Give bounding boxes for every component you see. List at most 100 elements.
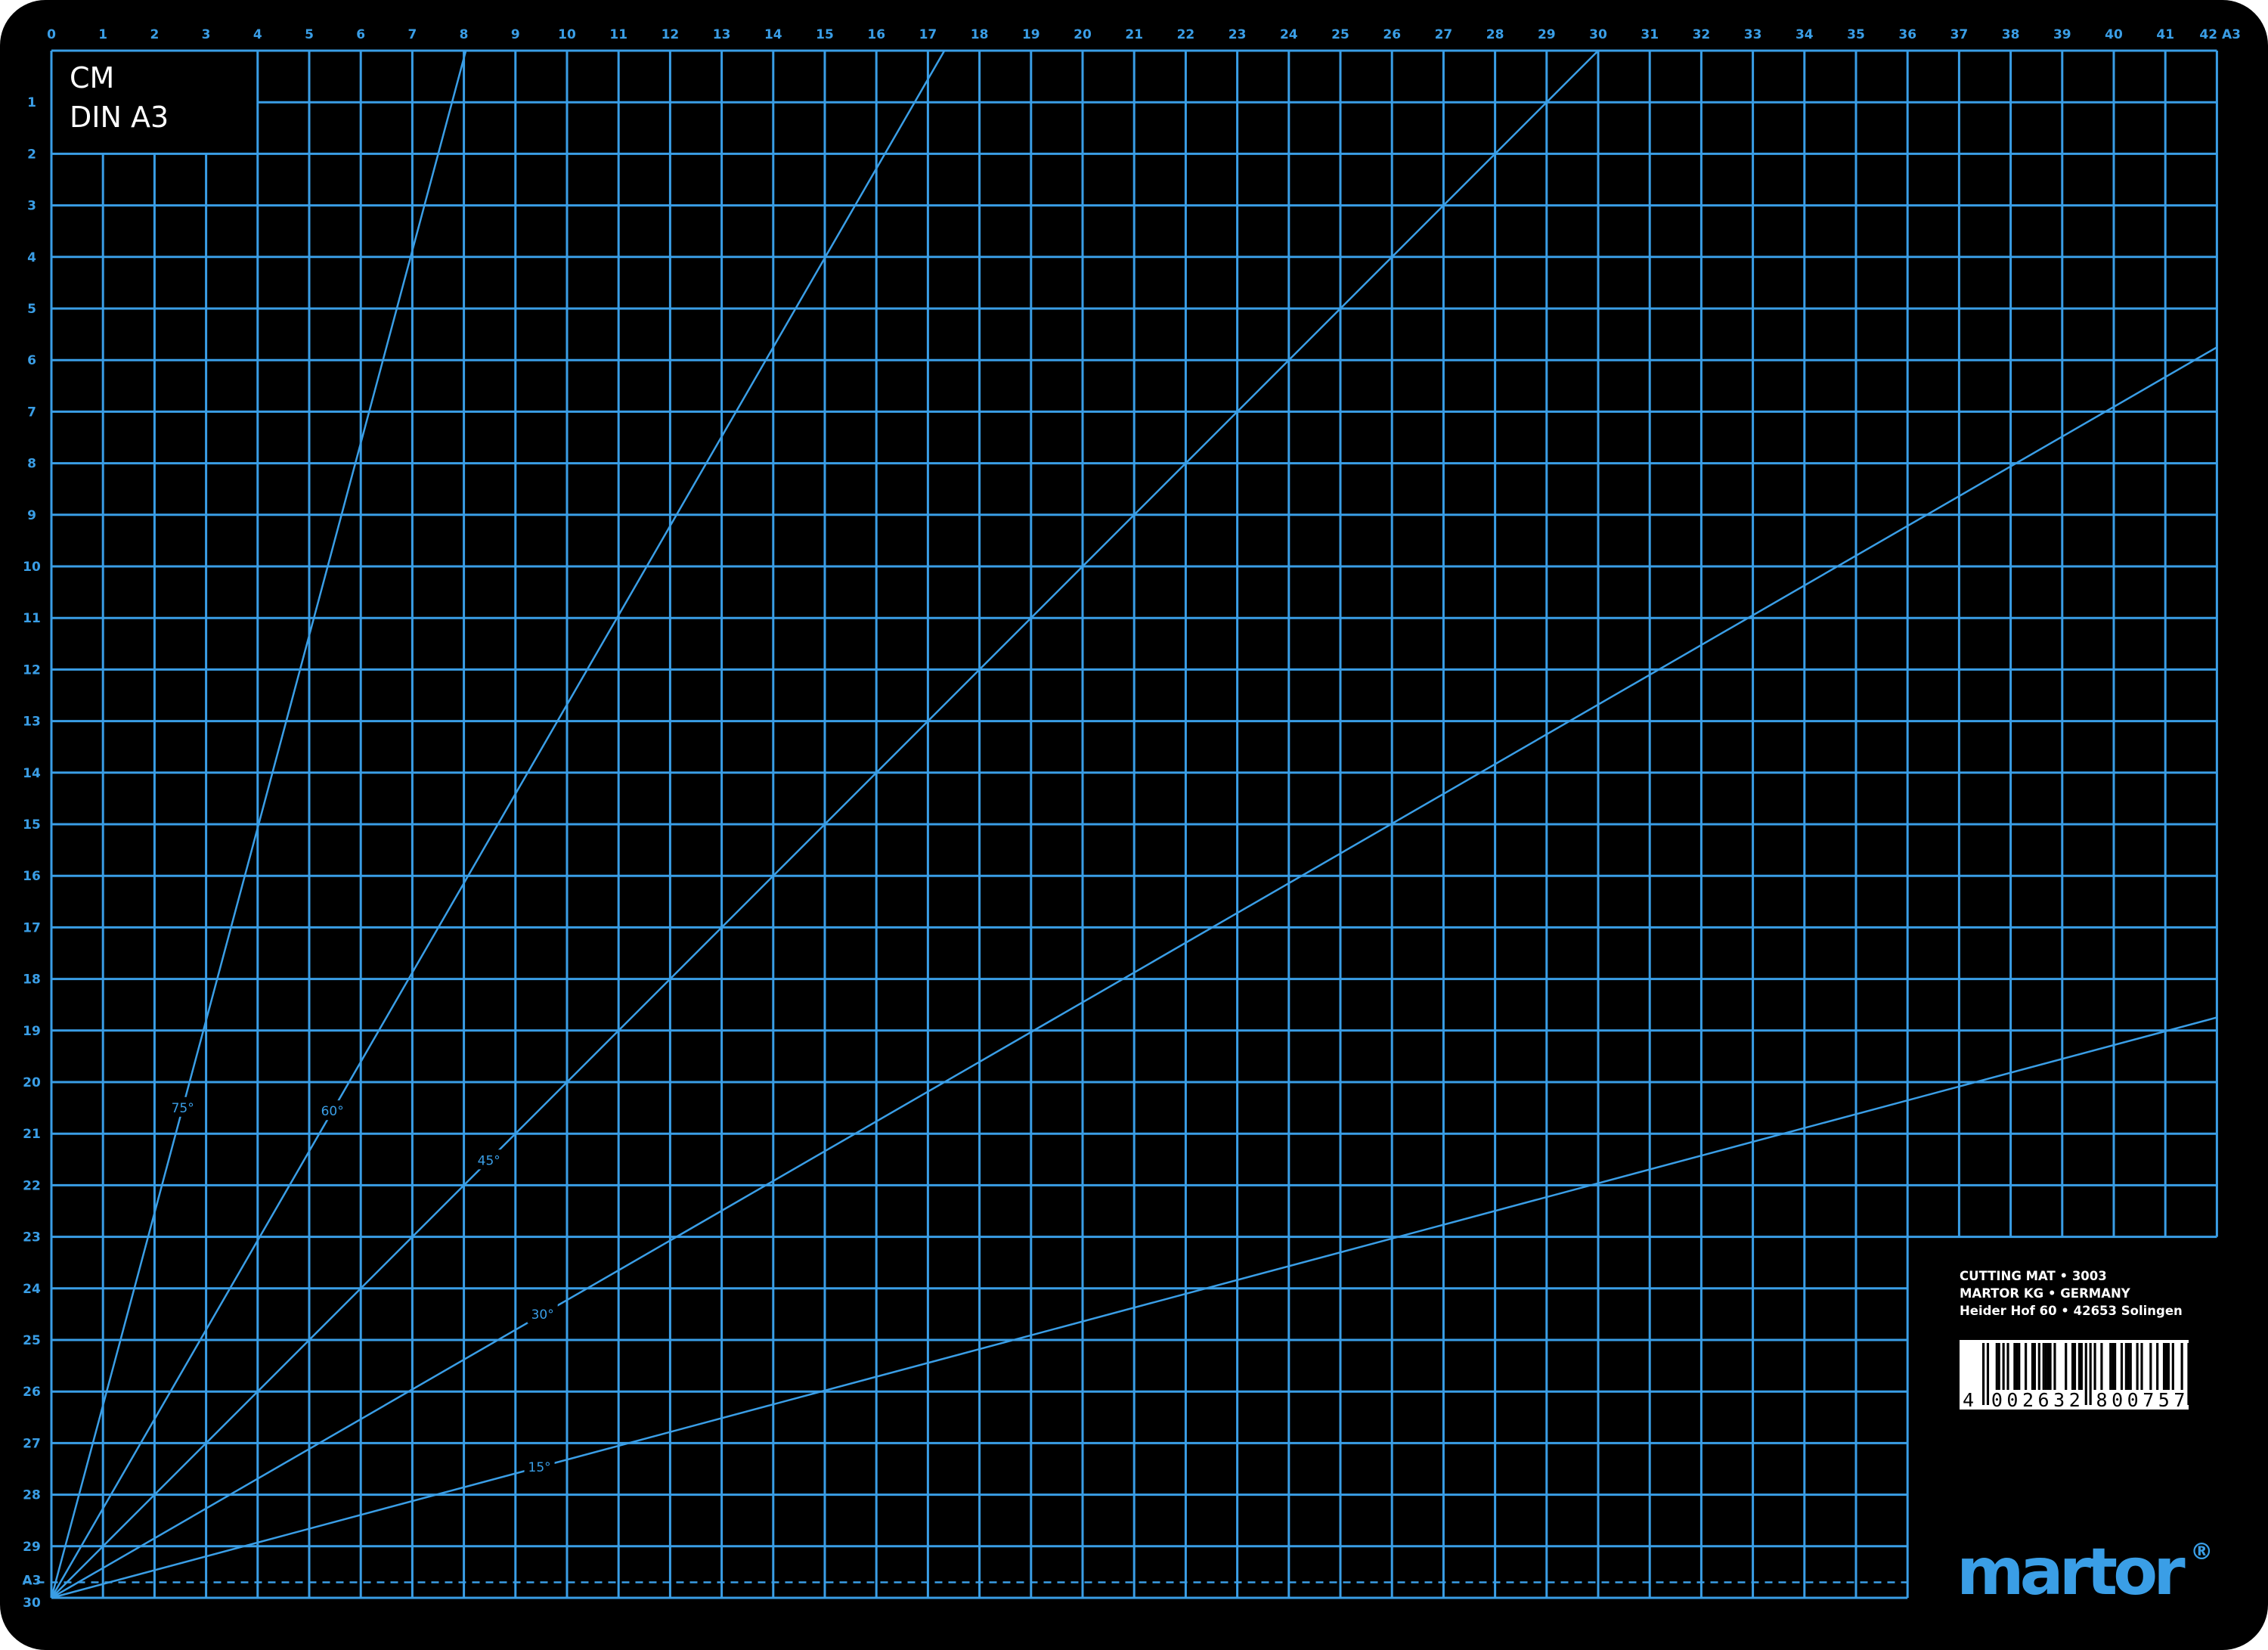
barcode-bar bbox=[2042, 1343, 2045, 1390]
barcode-bar bbox=[2129, 1343, 2132, 1390]
angle-line-15 bbox=[51, 1016, 2217, 1599]
top-ruler-label: 41 bbox=[2156, 27, 2174, 42]
left-ruler-label: 14 bbox=[23, 766, 41, 781]
top-ruler-label: 8 bbox=[460, 27, 469, 42]
top-ruler-label: 2 bbox=[150, 27, 159, 42]
barcode-bar bbox=[1986, 1343, 1990, 1405]
barcode-bar bbox=[2140, 1343, 2143, 1390]
top-ruler-label: 22 bbox=[1177, 27, 1195, 42]
barcode-bar bbox=[2080, 1343, 2083, 1390]
barcode-bar bbox=[2002, 1343, 2005, 1390]
left-ruler-label: 27 bbox=[23, 1436, 41, 1451]
left-ruler-label: 8 bbox=[27, 457, 36, 472]
barcode-bar bbox=[2073, 1343, 2077, 1390]
top-ruler-label: 36 bbox=[1898, 27, 1916, 42]
top-ruler-label: 24 bbox=[1280, 27, 1298, 42]
angle-label-gap bbox=[317, 1100, 348, 1121]
barcode-bar bbox=[2015, 1343, 2019, 1390]
barcode-bar bbox=[2187, 1343, 2190, 1405]
barcode-bar bbox=[2089, 1343, 2092, 1405]
left-ruler-label: 2 bbox=[27, 147, 36, 162]
top-ruler-label: 29 bbox=[1538, 27, 1556, 42]
angle-line-75 bbox=[50, 50, 467, 1599]
left-ruler-label: 3 bbox=[27, 199, 36, 214]
barcode: 4 002632 800757 bbox=[1960, 1340, 2195, 1411]
left-ruler-label: 11 bbox=[23, 611, 41, 626]
barcode-bar bbox=[2156, 1343, 2159, 1390]
barcode-bar bbox=[2037, 1343, 2040, 1390]
top-ruler-label: 34 bbox=[1796, 27, 1814, 42]
angle-label: 75° bbox=[172, 1101, 194, 1116]
angle-label-gap bbox=[167, 1096, 198, 1117]
top-ruler-label: 10 bbox=[558, 27, 576, 42]
barcode-bar bbox=[2192, 1343, 2195, 1405]
left-ruler-label: 29 bbox=[23, 1540, 41, 1555]
top-ruler-label: 13 bbox=[713, 27, 731, 42]
top-ruler-label: 26 bbox=[1383, 27, 1401, 42]
left-ruler-label: 1 bbox=[27, 95, 36, 110]
top-ruler-label: 40 bbox=[2105, 27, 2123, 42]
rulers: 0 1 2 3 4 5 6 7 8 9 10 11 12 13 14 15 16 17 18 19 20 21 22 23 24… bbox=[23, 27, 2241, 1611]
left-ruler-label: 17 bbox=[23, 920, 41, 935]
top-ruler-label: 4 bbox=[253, 27, 262, 42]
left-ruler-label: 23 bbox=[23, 1230, 41, 1245]
left-ruler-label: 15 bbox=[23, 817, 41, 833]
top-ruler-label: 0 bbox=[47, 27, 56, 42]
left-ruler-label: 20 bbox=[23, 1075, 41, 1090]
top-ruler-label: 9 bbox=[511, 27, 520, 42]
left-ruler-label: 24 bbox=[23, 1282, 41, 1297]
left-ruler-label: 9 bbox=[27, 508, 36, 523]
top-ruler-label: 7 bbox=[407, 27, 417, 42]
info-line: Heider Hof 60 • 42653 Solingen bbox=[1960, 1304, 2183, 1318]
barcode-bar bbox=[2077, 1343, 2081, 1390]
barcode-bar bbox=[2033, 1343, 2036, 1390]
top-ruler-label: 31 bbox=[1641, 27, 1659, 42]
left-ruler-label: 10 bbox=[23, 560, 41, 575]
barcode-bar bbox=[2046, 1343, 2050, 1390]
barcode-bar bbox=[2164, 1343, 2168, 1390]
barcode-bar bbox=[1982, 1343, 1985, 1405]
barcode-bar bbox=[2044, 1343, 2047, 1390]
barcode-bar bbox=[2180, 1343, 2183, 1390]
barcode-bar bbox=[2149, 1343, 2152, 1390]
top-ruler-label: 14 bbox=[764, 27, 782, 42]
left-ruler-label: 12 bbox=[23, 662, 41, 678]
martor-logo: martor ® bbox=[1957, 1534, 2213, 1610]
angle-label: 45° bbox=[478, 1153, 500, 1168]
left-ruler-label: 4 bbox=[27, 250, 36, 265]
barcode-bar bbox=[2162, 1343, 2166, 1390]
barcode-bar bbox=[2031, 1343, 2034, 1390]
barcode-bar bbox=[1997, 1343, 2000, 1390]
barcode-bar bbox=[2018, 1343, 2021, 1390]
left-ruler-label: 21 bbox=[23, 1127, 41, 1142]
barcode-bar bbox=[2065, 1343, 2068, 1390]
barcode-bar bbox=[2120, 1343, 2124, 1390]
top-ruler-label: 17 bbox=[919, 27, 937, 42]
left-ruler-label: 22 bbox=[23, 1178, 41, 1193]
top-ruler-label: 39 bbox=[2053, 27, 2071, 42]
left-ruler-label: 6 bbox=[27, 353, 36, 368]
barcode-bar bbox=[2112, 1343, 2115, 1390]
barcode-bar bbox=[2109, 1343, 2112, 1390]
top-ruler-label: 28 bbox=[1486, 27, 1504, 42]
top-ruler-label: 19 bbox=[1022, 27, 1040, 42]
top-ruler-label: 15 bbox=[816, 27, 834, 42]
top-ruler-label: 3 bbox=[202, 27, 211, 42]
angle-line-60 bbox=[50, 50, 946, 1599]
left-ruler-label: 13 bbox=[23, 715, 41, 730]
top-ruler-label: 25 bbox=[1331, 27, 1349, 42]
barcode-bar bbox=[2100, 1343, 2103, 1390]
barcode-digits: 4 bbox=[1963, 1389, 1974, 1411]
left-ruler-label: 25 bbox=[23, 1333, 41, 1348]
product-info: CUTTING MAT • 3003 MARTOR KG • GERMANY H… bbox=[1960, 1269, 2183, 1318]
top-ruler-label: 1 bbox=[98, 27, 107, 42]
left-ruler-label: 30 bbox=[23, 1596, 41, 1611]
angle-guides: 75° 60° 45° 30° 15° bbox=[50, 50, 2218, 1599]
angle-line-30 bbox=[51, 346, 2218, 1599]
top-ruler-label: 11 bbox=[609, 27, 627, 42]
top-ruler-label: 23 bbox=[1228, 27, 1247, 42]
angle-label: 15° bbox=[528, 1460, 551, 1475]
format-label: DIN A3 bbox=[70, 101, 169, 134]
logo-text: martor bbox=[1957, 1534, 2186, 1610]
